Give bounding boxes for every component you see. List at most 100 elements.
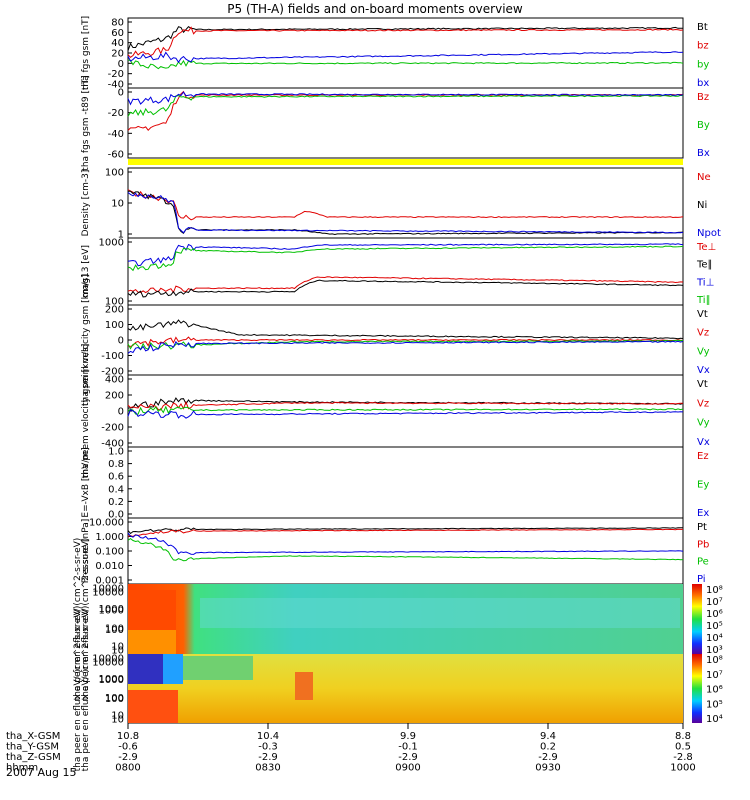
ion-spectrogram (128, 584, 683, 654)
footer-value: -2.9 (538, 752, 558, 763)
y-tick-label: 10 (111, 646, 124, 657)
colorbar-tick-label: 10⁵ (706, 699, 723, 710)
y-tick-label: 1000 (99, 675, 124, 686)
legend-entry: Ez (697, 451, 709, 462)
y-axis-label: tha peir en eflux eV/ (cm^2-s-sr-eV) (73, 538, 83, 701)
y-tick-label: 0.100 (95, 547, 124, 558)
legend-entry: Vy (697, 346, 710, 357)
y-tick-label: 1.0 (108, 447, 124, 458)
legend-entry: Ti⊥ (696, 277, 714, 288)
series-line (127, 192, 684, 234)
y-tick-label: -200 (101, 423, 124, 434)
y-axis-label: Pressure [nPa] (81, 519, 91, 584)
y-tick-label: 10000 (92, 588, 124, 599)
colorbar-tick-label: 10⁷ (706, 597, 723, 608)
legend-entry: Npot (697, 228, 721, 239)
y-tick-label: 1.000 (95, 532, 124, 543)
colorbar-tick-label: 10³ (706, 645, 723, 656)
y-tick-label: 0.2 (108, 497, 124, 508)
legend-entry: Bz (697, 92, 709, 103)
legend-entry: Pi (697, 574, 706, 585)
footer-row-label: tha_Y-GSM (6, 742, 59, 753)
y-tick-label: 0 (118, 407, 124, 418)
colorbar-tick-label: 10⁶ (706, 685, 723, 696)
y-tick-label: -100 (101, 351, 124, 362)
colorbar-tick-label: 10⁴ (706, 633, 723, 644)
series-line (127, 532, 684, 555)
footer-value: 9.4 (540, 731, 556, 742)
footer-row-label: tha_Z-GSM (6, 752, 61, 763)
y-axis-label: tha peir en eflux eV/ (cm^2-s-sr-eV) (81, 538, 91, 701)
series-line (127, 528, 683, 538)
series-line (127, 279, 684, 298)
y-tick-label: 10 (111, 199, 124, 210)
colorbar-tick-label: 10⁴ (706, 714, 723, 725)
series-line (127, 26, 683, 51)
legend-entry: Ni (697, 200, 707, 211)
legend-entry: by (697, 59, 709, 70)
y-tick-label: 20 (111, 49, 124, 60)
y-tick-label: 100 (105, 625, 124, 636)
colorbar-tick-label: 10⁸ (706, 585, 723, 596)
footer-value: 8.8 (675, 731, 691, 742)
series-line (127, 276, 684, 294)
footer-value: -2.8 (673, 752, 693, 763)
y-tick-label: 1 (118, 230, 124, 241)
panel-frame (127, 446, 684, 519)
y-tick-label: 10000 (92, 584, 124, 595)
y-tick-label: 80 (111, 18, 124, 29)
colorbar-tick-label: 10⁷ (706, 670, 723, 681)
legend-entry: By (697, 120, 710, 131)
series-line (127, 400, 684, 411)
y-tick-label: 200 (105, 305, 124, 316)
legend-entry: Te⊥ (696, 242, 716, 253)
series-line (127, 91, 684, 106)
y-tick-label: 10.000 (89, 518, 124, 529)
footer-value: -0.3 (258, 742, 278, 753)
footer-value: -2.9 (398, 752, 418, 763)
footer-value: 10.8 (117, 731, 139, 742)
series-line (127, 405, 684, 415)
legend-entry: bz (697, 41, 709, 52)
legend-entry: Bx (697, 148, 710, 159)
legend-entry: Pt (697, 522, 707, 533)
panel-frame (127, 87, 684, 159)
series-line (127, 340, 684, 354)
footer-value: 0830 (255, 763, 280, 774)
panel-frame (127, 167, 684, 239)
y-tick-label: -40 (108, 129, 124, 140)
y-tick-label: 100 (105, 624, 124, 635)
y-tick-label: 100 (105, 693, 124, 704)
series-line (127, 537, 684, 562)
y-tick-label: -400 (101, 439, 124, 450)
legend-entry: Vz (697, 328, 709, 339)
footer-value: 0900 (395, 763, 420, 774)
footer-value: -0.1 (398, 742, 418, 753)
legend-entry: Vx (697, 365, 710, 376)
series-line (127, 243, 684, 267)
y-axis-label: Density [cm-3] (81, 170, 91, 237)
y-tick-label: -20 (108, 108, 124, 119)
legend-entry: Ey (697, 480, 709, 491)
legend-entry: Vt (697, 309, 708, 320)
y-tick-label: 0.0 (108, 510, 124, 521)
y-tick-label: 100 (105, 297, 124, 308)
colorbar-tick-label: 10⁸ (706, 655, 723, 666)
legend-entry: bx (697, 78, 709, 89)
legend-entry: Vz (697, 398, 709, 409)
y-tick-label: 200 (105, 391, 124, 402)
y-tick-label: -60 (108, 150, 124, 161)
y-axis-label: tha peem velocity gsm [km/s] (81, 344, 91, 479)
y-tick-label: 10000 (92, 658, 124, 669)
colorbar-tick-label: 10⁶ (706, 609, 723, 620)
legend-entry: Pe (697, 557, 709, 568)
legend-entry: Vx (697, 437, 710, 448)
y-tick-label: 0 (118, 88, 124, 99)
footer-value: 0800 (115, 763, 140, 774)
y-tick-label: 10 (111, 711, 124, 722)
legend-entry: Vt (697, 379, 708, 390)
y-tick-label: 0.010 (95, 561, 124, 572)
y-axis-label: tha peer en eflux eV/ (cm^2-s-sr-eV) (81, 606, 91, 772)
y-axis-label: tha fgs gsm [nT] (81, 16, 91, 90)
footer-row-label: tha_X-GSM (6, 731, 60, 742)
